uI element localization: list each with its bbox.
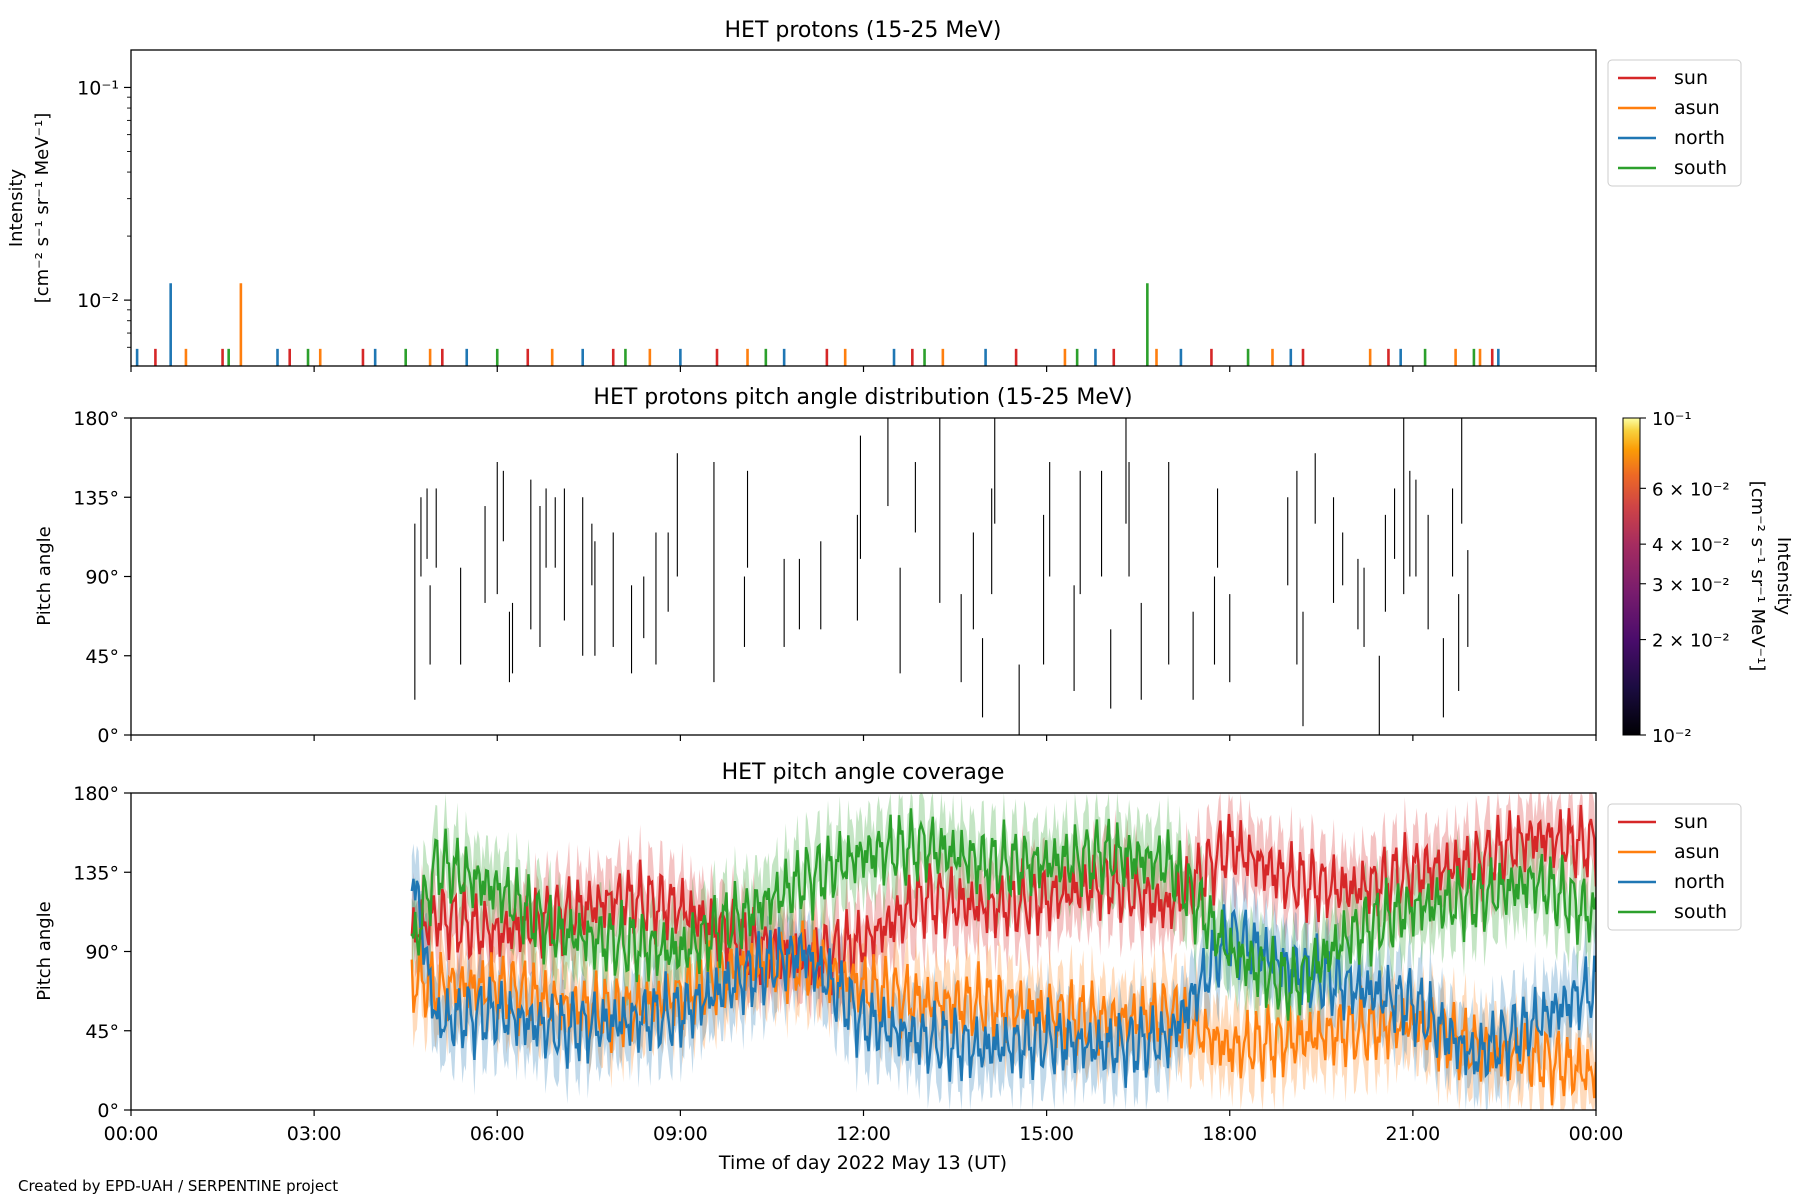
panel2-x-ticks	[130, 735, 1597, 741]
line-asun	[410, 920, 1596, 1106]
legend-label-north: north	[1674, 127, 1725, 149]
panel1-plot-area	[135, 283, 1500, 366]
y-tick-label: 135°	[73, 862, 119, 884]
panel-pitch-coverage: HET pitch angle coverage 0° 45° 90° 135° 180…	[34, 760, 1742, 1145]
line-north	[410, 878, 1596, 1088]
y-tick-label: 10⁻²	[77, 290, 119, 312]
panel3-x-ticks: 00:00 03:00 06:00 09:00 12:00 15:00 18:00 21:00…	[104, 1110, 1624, 1145]
panel-pitch-distribution: HET protons pitch angle distribution (15…	[34, 385, 1794, 747]
panel2-plot-area	[414, 418, 1469, 735]
colorbar-tick-label: 2 × 10⁻²	[1652, 631, 1730, 652]
legend-label-asun: asun	[1674, 97, 1720, 119]
x-tick-label: 00:00	[1569, 1123, 1624, 1145]
colorbar-label-line1: Intensity	[1773, 537, 1794, 616]
legend-label-south: south	[1674, 157, 1727, 179]
legend-box	[1607, 59, 1742, 187]
legend-label-sun: sun	[1674, 811, 1708, 833]
panel3-plot-area	[410, 793, 1596, 1110]
footer-credit: Created by EPD-UAH / SERPENTINE project	[18, 1177, 338, 1195]
panel-intensity: HET protons (15-25 MeV) 10⁻¹ 10⁻² Intensi…	[6, 18, 1742, 372]
panel2-ylabel: Pitch angle	[34, 526, 55, 625]
colorbar-tick-label: 3 × 10⁻²	[1652, 575, 1730, 596]
legend-label-sun: sun	[1674, 67, 1708, 89]
panel2-title: HET protons pitch angle distribution (15…	[593, 385, 1132, 410]
y-tick-label: 90°	[85, 567, 119, 589]
y-tick-label: 0°	[97, 725, 119, 747]
x-tick-label: 12:00	[836, 1123, 891, 1145]
legend-label-south: south	[1674, 901, 1727, 923]
y-tick-label: 135°	[73, 487, 119, 509]
x-tick-label: 18:00	[1202, 1123, 1257, 1145]
x-tick-label: 21:00	[1385, 1123, 1440, 1145]
x-tick-label: 06:00	[470, 1123, 525, 1145]
x-tick-label: 03:00	[287, 1123, 342, 1145]
colorbar-label-line2: [cm⁻² s⁻¹ sr⁻¹ MeV⁻¹]	[1747, 481, 1768, 672]
line-south	[410, 808, 1596, 1021]
panel1-ylabel-line1: Intensity	[6, 168, 27, 247]
panel3-legend: sun asun north south	[1607, 803, 1742, 931]
colorbar-tick-label: 10⁻¹	[1652, 409, 1692, 430]
colorbar-tick-label: 4 × 10⁻²	[1652, 535, 1730, 556]
legend-box	[1607, 803, 1742, 931]
x-tick-label: 09:00	[653, 1123, 708, 1145]
panel1-title: HET protons (15-25 MeV)	[725, 18, 1002, 43]
colorbar-tick-label: 6 × 10⁻²	[1652, 479, 1730, 500]
panel2-y-axis: 0° 45° 90° 135° 180°	[73, 408, 131, 747]
panel1-legend: sun asun north south	[1607, 59, 1742, 187]
band-asun	[411, 885, 1596, 1110]
legend-label-asun: asun	[1674, 841, 1720, 863]
panel2-frame	[130, 417, 1597, 736]
y-tick-label: 90°	[85, 942, 119, 964]
x-axis-label: Time of day 2022 May 13 (UT)	[718, 1152, 1007, 1174]
y-tick-label: 45°	[85, 1021, 119, 1043]
panel3-title: HET pitch angle coverage	[722, 760, 1005, 785]
panel1-x-ticks	[130, 366, 1597, 372]
y-tick-label: 0°	[97, 1100, 119, 1122]
panel3-ylabel: Pitch angle	[34, 901, 55, 1000]
colorbar-tick-label: 10⁻²	[1652, 726, 1692, 747]
x-tick-label: 15:00	[1019, 1123, 1074, 1145]
colorbar	[1622, 417, 1641, 736]
y-tick-label: 180°	[73, 408, 119, 430]
y-tick-label: 180°	[73, 783, 119, 805]
y-tick-label: 45°	[85, 646, 119, 668]
x-tick-label: 00:00	[104, 1123, 159, 1145]
panel1-y-axis: 10⁻¹ 10⁻²	[77, 77, 131, 348]
panel1-ylabel-line2: [cm⁻² s⁻¹ sr⁻¹ MeV⁻¹]	[32, 113, 53, 304]
colorbar-ticks: 10⁻¹ 6 × 10⁻² 4 × 10⁻² 3 × 10⁻² 2 × 10⁻² 10⁻²	[1640, 409, 1730, 747]
panel1-frame	[130, 49, 1597, 367]
legend-label-north: north	[1674, 871, 1725, 893]
panel3-y-axis: 0° 45° 90° 135° 180°	[73, 783, 131, 1122]
y-tick-label: 10⁻¹	[77, 77, 119, 99]
